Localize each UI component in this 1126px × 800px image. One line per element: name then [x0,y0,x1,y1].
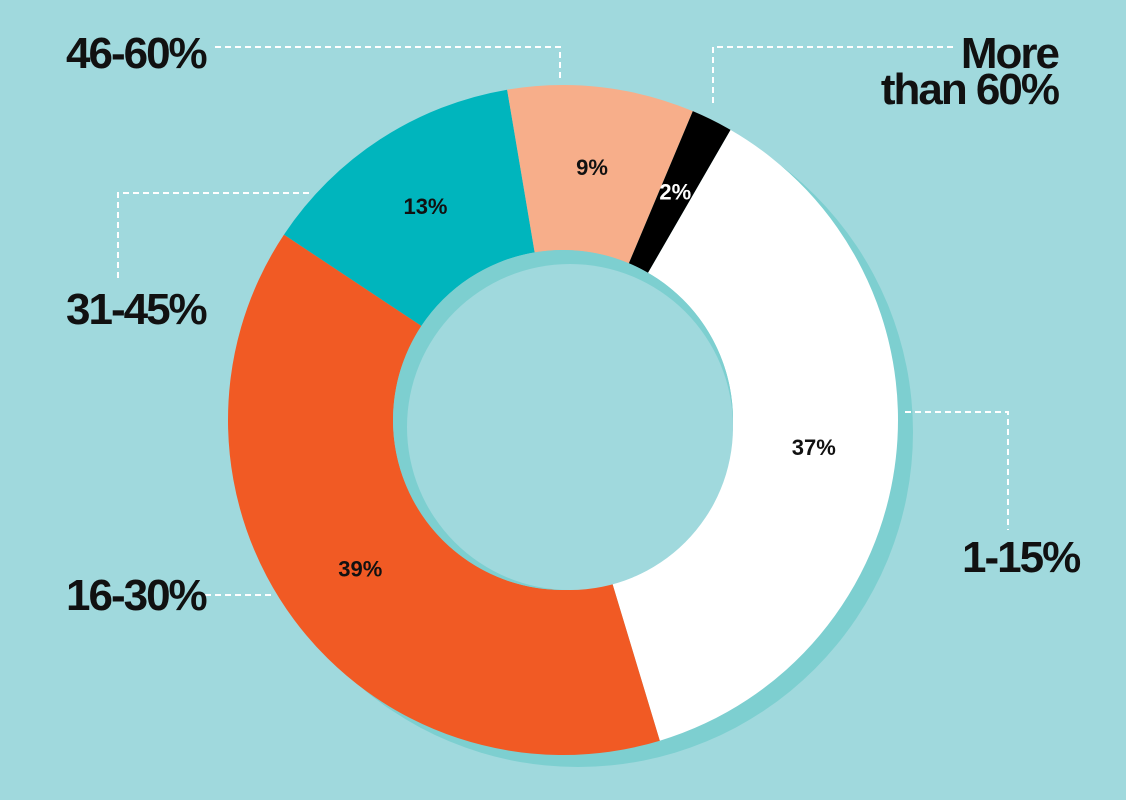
category-label: 16-30% [66,571,208,620]
donut-slice [628,111,731,273]
leader-line [117,192,310,278]
value-label: 37% [792,435,836,460]
category-label: More than 60% [880,29,1060,114]
slices [227,85,898,755]
value-label: 39% [338,556,382,581]
value-label: 13% [403,194,447,219]
category-label: 1-15% [962,533,1081,582]
category-label: 31-45% [66,285,208,334]
donut-slice [507,85,693,264]
leader-line [712,46,955,103]
leader-line [215,46,561,80]
hole [407,264,733,590]
leader-line [905,411,1009,530]
value-label: 2% [659,180,691,205]
category-label: 46-60% [66,29,208,78]
value-label: 9% [576,155,608,180]
donut-slice [227,234,660,755]
donut-slice [612,129,898,741]
donut-slice [283,89,535,326]
